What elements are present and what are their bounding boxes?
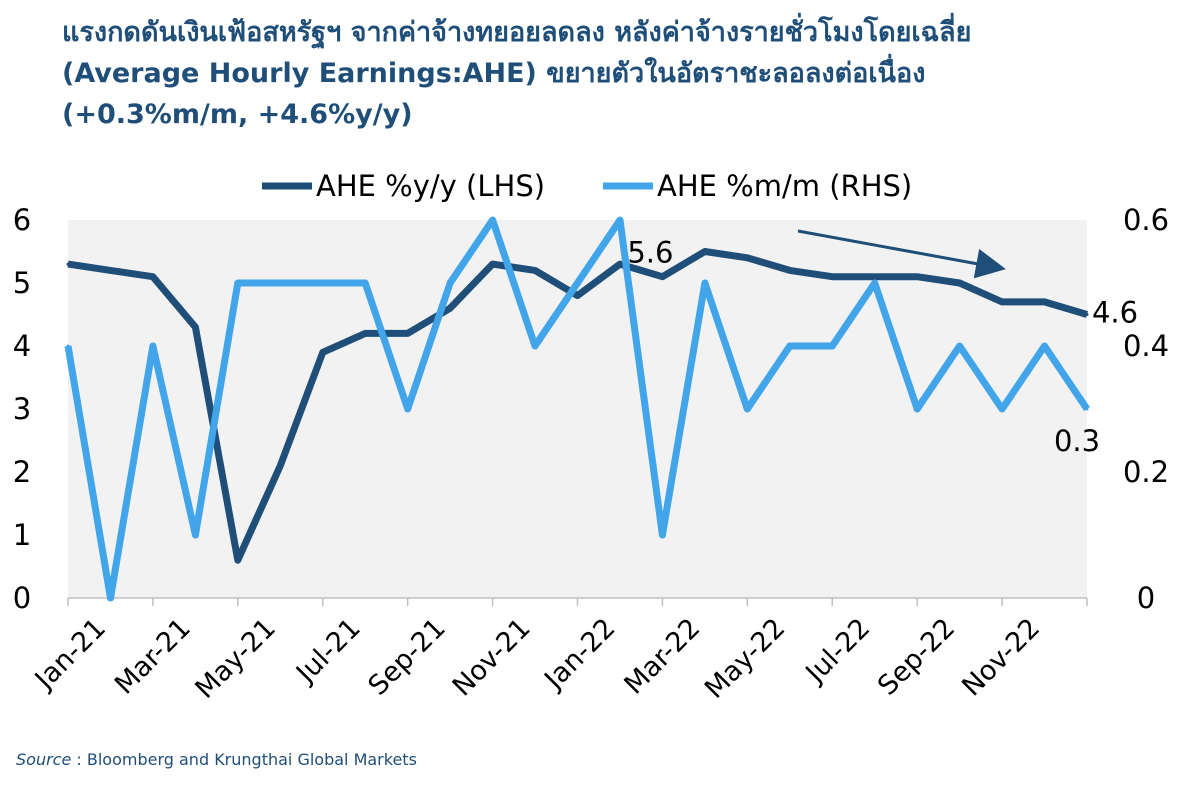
data-label: 4.6 <box>1092 296 1138 330</box>
x-tick-label: Jul-22 <box>799 613 877 691</box>
data-point-ahe-yoy <box>745 256 749 260</box>
data-point-ahe-mom <box>193 533 197 537</box>
x-tick-label: Jul-21 <box>289 613 367 691</box>
y-right-tick-label: 0.6 <box>1123 203 1169 237</box>
title-line-2: (Average Hourly Earnings:AHE) ขยายตัวในอ… <box>62 58 926 89</box>
data-point-ahe-mom <box>1043 344 1047 348</box>
data-point-ahe-yoy <box>533 268 537 272</box>
data-point-ahe-yoy <box>830 275 834 279</box>
data-point-ahe-mom <box>830 344 834 348</box>
source-label: Source <box>16 750 72 769</box>
y-left-tick-label: 4 <box>13 329 31 363</box>
y-right-tick-label: 0 <box>1137 581 1155 615</box>
data-point-ahe-mom <box>576 281 579 285</box>
data-point-ahe-yoy <box>193 325 197 329</box>
legend-item-ahe-yoy-label: AHE %y/y (LHS) <box>316 169 545 203</box>
data-point-ahe-mom <box>915 407 919 411</box>
data-point-ahe-mom <box>958 344 962 348</box>
data-point-ahe-mom <box>1000 407 1004 411</box>
y-left-tick-label: 3 <box>13 392 31 426</box>
source-note: Source : Bloomberg and Krungthai Global … <box>16 750 417 769</box>
data-point-ahe-yoy <box>618 262 622 266</box>
data-point-ahe-mom <box>278 281 282 285</box>
y-right-tick-label: 0.2 <box>1123 455 1169 489</box>
data-point-ahe-yoy <box>108 268 112 272</box>
y-left-tick-label: 1 <box>13 518 31 552</box>
data-point-ahe-yoy <box>703 250 707 253</box>
data-point-ahe-mom <box>1085 407 1089 411</box>
data-point-ahe-mom <box>151 344 155 348</box>
chart-title: แรงกดดันเงินเฟ้อสหรัฐฯ จากค่าจ้างทยอยลดล… <box>62 12 1162 135</box>
data-point-ahe-yoy <box>576 294 579 298</box>
x-tick-label: Sep-21 <box>363 613 452 702</box>
data-point-ahe-mom <box>873 281 877 285</box>
data-point-ahe-yoy <box>321 350 325 354</box>
y-left-tick-label: 5 <box>13 266 31 300</box>
data-point-ahe-mom <box>618 218 622 222</box>
data-point-ahe-mom <box>745 407 749 411</box>
x-tick-label: May-22 <box>699 613 791 705</box>
title-line-1: แรงกดดันเงินเฟ้อสหรัฐฯ จากค่าจ้างทยอยลดล… <box>62 17 972 48</box>
data-point-ahe-yoy <box>1000 300 1004 304</box>
data-point-ahe-mom <box>533 344 537 348</box>
data-point-ahe-yoy <box>788 268 792 272</box>
data-point-ahe-mom <box>660 533 664 537</box>
x-tick-label: Jan-22 <box>538 613 622 697</box>
data-point-ahe-mom <box>491 218 495 222</box>
data-label: 5.6 <box>627 236 673 270</box>
source-separator: : <box>71 750 87 769</box>
data-point-ahe-mom <box>66 344 70 348</box>
data-label: 0.3 <box>1054 424 1100 458</box>
x-tick-label: Sep-22 <box>872 613 961 702</box>
x-tick-label: Nov-21 <box>447 613 537 703</box>
data-point-ahe-yoy <box>278 464 282 468</box>
source-text: Bloomberg and Krungthai Global Markets <box>86 750 417 769</box>
data-point-ahe-yoy <box>448 306 452 310</box>
x-tick-label: Jan-21 <box>28 613 112 697</box>
data-point-ahe-yoy <box>1085 313 1089 316</box>
data-point-ahe-yoy <box>915 275 919 279</box>
x-tick-label: Nov-22 <box>956 613 1046 703</box>
y-left-tick-label: 2 <box>13 455 31 489</box>
x-tick-label: Mar-22 <box>619 613 707 701</box>
data-point-ahe-mom <box>448 281 452 285</box>
trend-arrow <box>797 229 1006 279</box>
data-point-ahe-yoy <box>66 262 70 266</box>
data-point-ahe-yoy <box>363 331 367 335</box>
data-point-ahe-yoy <box>406 331 410 335</box>
y-left-tick-label: 0 <box>13 581 31 615</box>
data-point-ahe-yoy <box>1043 300 1047 304</box>
data-point-ahe-yoy <box>491 262 495 266</box>
data-point-ahe-yoy <box>236 558 240 562</box>
data-point-ahe-yoy <box>660 275 664 279</box>
title-line-3: (+0.3%m/m, +4.6%y/y) <box>62 99 413 130</box>
y-left-tick-label: 6 <box>13 203 31 237</box>
x-tick-label: May-21 <box>190 613 282 705</box>
data-point-ahe-mom <box>363 281 367 285</box>
data-point-ahe-mom <box>406 407 410 411</box>
legend-item-ahe-mom-label: AHE %m/m (RHS) <box>657 169 912 203</box>
data-point-ahe-yoy <box>873 275 877 279</box>
data-point-ahe-mom <box>236 281 240 285</box>
data-point-ahe-mom <box>703 281 707 285</box>
y-right-tick-label: 0.4 <box>1123 329 1169 363</box>
data-point-ahe-mom <box>108 596 112 600</box>
x-tick-label: Mar-21 <box>109 613 197 701</box>
data-point-ahe-mom <box>321 281 325 285</box>
data-point-ahe-mom <box>788 344 792 348</box>
data-point-ahe-yoy <box>958 281 962 285</box>
data-point-ahe-yoy <box>151 275 155 279</box>
